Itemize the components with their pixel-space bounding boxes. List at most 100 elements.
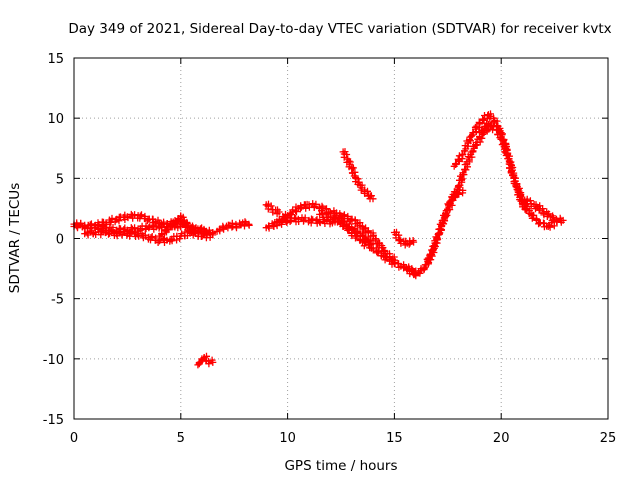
x-axis-label: GPS time / hours (284, 458, 397, 474)
data-point (149, 222, 157, 230)
y-tick-label: -5 (51, 293, 64, 308)
data-point (433, 235, 440, 243)
y-tick-label: 0 (56, 233, 64, 248)
data-point (168, 223, 176, 231)
data-point (454, 190, 462, 198)
data-point (366, 195, 374, 203)
data-point (441, 214, 449, 222)
data-point (512, 181, 520, 189)
data-point (169, 218, 177, 226)
series-track-10-15h (273, 200, 398, 264)
data-point (201, 228, 209, 235)
data-point (379, 244, 387, 252)
data-point (141, 212, 149, 220)
x-tick-label: 5 (177, 431, 185, 446)
data-point (539, 205, 547, 213)
data-point (340, 211, 348, 219)
data-point (245, 220, 253, 228)
data-point (353, 232, 361, 240)
data-point (110, 229, 118, 237)
data-points (70, 110, 567, 369)
y-tick-label: 10 (47, 112, 64, 127)
data-point (280, 214, 288, 222)
data-point (517, 197, 525, 205)
data-point (455, 156, 462, 164)
data-point (409, 266, 417, 274)
data-point (459, 171, 467, 179)
data-point (532, 215, 540, 223)
data-point (113, 232, 121, 240)
series-track-near-5h (155, 212, 210, 240)
data-point (228, 223, 236, 231)
data-point (292, 215, 300, 222)
data-point (458, 151, 466, 159)
data-point (356, 223, 364, 231)
data-point (401, 241, 409, 249)
data-point (455, 182, 463, 190)
data-point (241, 222, 248, 230)
data-point (365, 241, 373, 248)
data-point (148, 233, 156, 240)
data-point (523, 200, 531, 208)
data-point (286, 218, 294, 225)
data-point (205, 360, 213, 368)
data-point (478, 127, 486, 135)
data-point (265, 224, 273, 232)
data-point (316, 219, 324, 227)
data-point (400, 261, 408, 269)
data-point (377, 252, 385, 259)
series-track-15h (390, 228, 418, 249)
series-track-9h-start (262, 200, 283, 218)
data-point (105, 230, 112, 238)
data-point (557, 216, 565, 224)
data-point (362, 239, 369, 247)
data-point (362, 233, 370, 241)
data-point (532, 205, 539, 213)
data-point (349, 164, 357, 172)
data-point (176, 235, 184, 243)
data-point (158, 231, 166, 239)
data-point (141, 225, 149, 233)
data-point (142, 222, 150, 230)
data-point (273, 210, 281, 218)
axis-ticks: 0 5 10 15 20 25 -15 -10 -5 0 5 10 15 (43, 52, 617, 446)
data-point (386, 255, 394, 263)
plot-frame (73, 57, 609, 420)
y-tick-label: -15 (43, 413, 64, 428)
series-late-track (521, 195, 567, 226)
series-early-track-lower (81, 227, 217, 246)
y-tick-label: 5 (56, 172, 64, 187)
data-point (131, 229, 139, 237)
x-tick-label: 10 (279, 431, 296, 446)
data-point (345, 226, 353, 233)
data-point (496, 134, 504, 142)
data-point (208, 356, 216, 364)
data-point (478, 134, 486, 142)
x-tick-label: 15 (386, 431, 403, 446)
data-point (514, 186, 522, 193)
data-point (526, 197, 534, 205)
data-point (438, 219, 446, 227)
series-peak-decay (476, 119, 561, 231)
series-rise-parallel (425, 186, 467, 267)
series-track-6-8h (213, 218, 253, 235)
data-point (367, 192, 375, 200)
data-point (307, 219, 315, 227)
data-point (364, 228, 372, 236)
data-point (154, 216, 162, 224)
data-point (160, 236, 167, 243)
data-point (206, 233, 214, 241)
data-point (525, 209, 533, 217)
data-point (409, 237, 417, 244)
data-point (356, 235, 364, 243)
data-point (405, 240, 413, 248)
data-point (131, 211, 139, 219)
data-point (109, 227, 117, 235)
data-point (459, 189, 467, 197)
data-point (456, 186, 464, 194)
data-point (350, 172, 358, 180)
data-point (138, 211, 145, 219)
data-point (396, 236, 404, 244)
data-point (224, 224, 232, 232)
